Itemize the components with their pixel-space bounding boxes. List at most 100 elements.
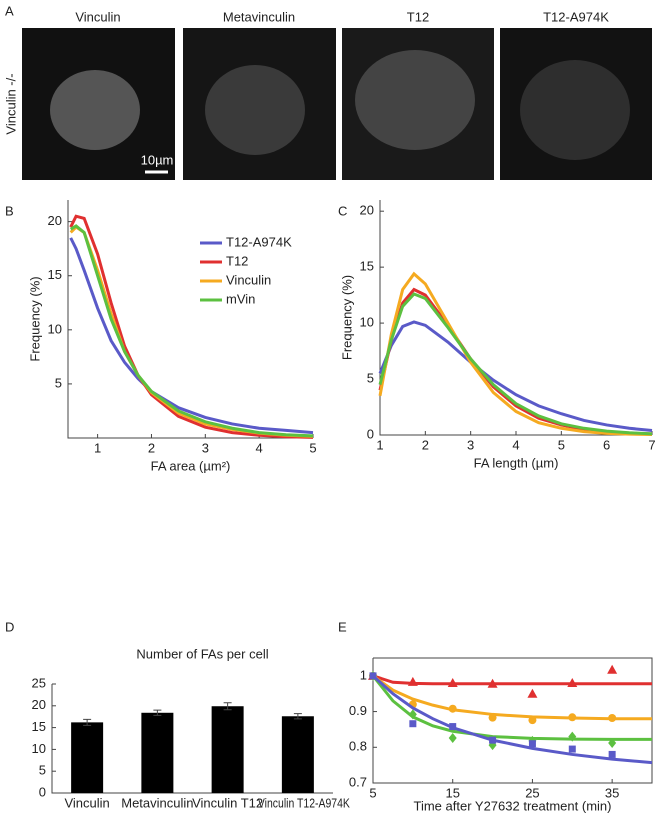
cell [520,60,630,160]
point [407,676,418,686]
y-tick-label: 0 [39,784,46,799]
point [528,716,537,725]
curve [69,237,314,435]
y-tick-label: 20 [32,697,46,712]
y-tick-label: 20 [48,213,62,228]
point [567,678,578,687]
point [568,731,577,742]
x-tick-label: 7 [648,437,655,452]
y-tick-label: 10 [48,321,62,336]
x-axis-label: FA length (µm) [474,455,559,470]
x-tick-label: 15 [445,785,459,800]
y-tick-label: 0.7 [349,774,367,789]
x-tick-label: 5 [369,785,376,800]
error-bar [293,713,302,720]
fit-curve [372,674,652,686]
x-tick-label: 1 [94,440,101,455]
cell [205,65,305,155]
bar [211,706,244,793]
bar [71,722,104,793]
legend-label: T12-A974K [226,234,292,249]
x-tick-label: 3 [467,437,474,452]
axis [379,200,652,436]
y-tick-label: 15 [360,259,374,274]
x-tick-label: 5 [558,437,565,452]
legend-label: T12 [226,253,248,268]
point [489,736,497,744]
x-tick-label: 4 [256,440,263,455]
y-tick-label: 20 [360,203,374,218]
x-tick-label: 2 [422,437,429,452]
point [488,713,497,722]
y-axis-label: Frequency (%) [339,275,354,360]
image-title: T12-A974K [543,9,609,24]
point [447,678,458,687]
x-tick-label: 6 [603,437,610,452]
cell [50,70,140,150]
curve [378,320,653,433]
point [487,678,498,688]
y-tick-label: 0 [367,426,374,441]
y-tick-label: 10 [32,741,46,756]
point [608,714,617,722]
x-tick-label: Vinculin T12-A974K [258,795,350,810]
fit-curve [372,674,652,721]
panel-label: D [5,619,14,634]
curve [69,224,314,438]
point [449,723,457,731]
point [608,750,616,758]
panel-label: E [338,619,347,634]
chart-title: Number of FAs per cell [136,646,268,661]
x-tick-label: 4 [512,437,519,452]
point [568,745,576,753]
y-tick-label: 25 [32,675,46,690]
error-bar [83,718,92,726]
panel-label: A [5,3,14,18]
axis [67,200,313,439]
point [528,740,536,748]
x-tick-label: 1 [376,437,383,452]
fit-curve [371,674,653,765]
cell [355,50,475,150]
x-tick-label: Vinculin T12 [192,795,263,810]
panel-label: C [338,203,347,218]
point [527,688,538,698]
point [607,664,618,674]
y-tick-label: 15 [32,719,46,734]
scale-label: 10µm [141,152,174,167]
point [448,704,457,713]
x-tick-label: Vinculin [64,795,109,810]
x-axis-label: FA area (µm²) [151,458,231,473]
y-axis-label: Frequency (%) [27,276,42,361]
point [608,738,617,748]
x-tick-label: 35 [605,785,619,800]
point [369,672,377,680]
x-tick-label: Metavinculin [121,795,193,810]
y-tick-label: 0.8 [349,739,367,754]
x-tick-label: 2 [148,440,155,455]
image-title: Metavinculin [223,9,295,24]
x-tick-label: 3 [202,440,209,455]
y-tick-label: 5 [55,375,62,390]
error-bar [223,702,232,711]
y-tick-label: 5 [39,763,46,778]
axis [372,657,653,784]
x-tick-label: 25 [525,785,539,800]
y-tick-label: 5 [367,370,374,385]
image-title: Vinculin [75,9,120,24]
legend-label: mVin [226,291,255,306]
curve [378,271,653,437]
point [408,709,417,720]
point [409,720,417,728]
x-tick-label: 5 [309,440,316,455]
y-tick-label: 0.9 [349,703,367,718]
curve [378,292,653,436]
legend-label: Vinculin [226,272,271,287]
y-tick-label: 15 [48,267,62,282]
bar [141,712,174,793]
row-label: Vinculin -/- [3,73,18,134]
x-axis-label: Time after Y27632 treatment (min) [414,798,612,813]
point [448,733,457,743]
panel-label: B [5,203,14,218]
